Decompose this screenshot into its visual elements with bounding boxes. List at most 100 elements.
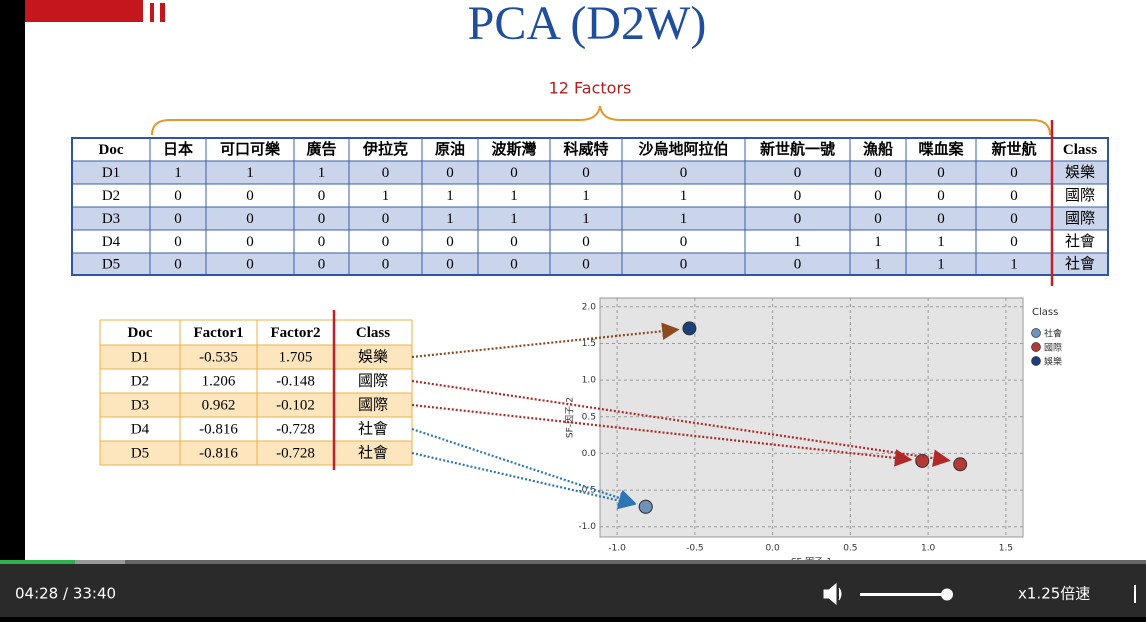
cell-text: -0.816 — [199, 421, 238, 437]
cell-text: 0 — [510, 234, 518, 250]
table-factors: Doc 日本 可口可樂 廣告 伊拉克 原油 波斯灣 科威特 沙烏地阿拉伯 新世航一號 漁船 喋血案 新世… — [71, 137, 1109, 276]
arrow — [411, 322, 680, 359]
point — [953, 457, 968, 472]
y-tick-label: 0.5 — [582, 412, 596, 422]
cell-text: 0.962 — [202, 397, 236, 413]
cell-text: 國際 — [1065, 187, 1095, 204]
cell-text: 0 — [446, 234, 454, 250]
cell-text: 0 — [246, 211, 254, 227]
volume-slider[interactable] — [860, 593, 948, 596]
cell-text: 0 — [382, 165, 390, 181]
volume-button[interactable] — [823, 582, 842, 606]
cell-text: 0 — [446, 165, 454, 181]
cell-text: 0 — [1010, 188, 1018, 204]
cell-text: 0 — [874, 211, 882, 227]
header-cell: Class — [1063, 142, 1097, 158]
header-cell: 新世航一號 — [760, 140, 835, 158]
y-tick-label: 1.0 — [582, 376, 597, 386]
cell-text: 1 — [680, 211, 688, 227]
table-pca: Doc Factor1 Factor2 Class D1 -0.535 1.705 娛樂 D2 1… — [99, 319, 413, 466]
legend-swatch — [1031, 328, 1041, 338]
table-cell — [333, 344, 413, 370]
cell-text: 0 — [937, 211, 945, 227]
point — [638, 499, 653, 514]
progress-track[interactable] — [0, 560, 1146, 564]
table-cell — [99, 368, 181, 394]
cell-text: 0 — [446, 256, 454, 272]
header-cell: 波斯灣 — [491, 140, 536, 158]
cell-text: 0 — [318, 256, 326, 272]
cell-text: 1 — [937, 234, 945, 250]
cell-text: 1 — [680, 188, 688, 204]
table-cell — [333, 416, 413, 442]
x-tick-label: 0.5 — [843, 544, 857, 554]
table-cell — [99, 319, 181, 346]
volume-knob[interactable] — [941, 588, 953, 601]
cell-text: 0 — [246, 256, 254, 272]
cell-text: 1 — [382, 188, 390, 204]
cell-text: 1 — [874, 256, 882, 272]
y-tick-label: 2.0 — [582, 302, 597, 312]
legend-label: 社會 — [1044, 328, 1062, 340]
cell-text: 1 — [446, 188, 454, 204]
cell-text: -0.728 — [276, 445, 315, 461]
cell-text: -0.148 — [276, 373, 315, 389]
table-cell — [333, 368, 413, 394]
header-cell: 科威特 — [563, 140, 608, 158]
cell-text: 1 — [937, 256, 945, 272]
table-cell — [333, 319, 413, 346]
cell-text: 1 — [246, 165, 254, 181]
arrow — [411, 451, 637, 510]
cell-text: 1.206 — [202, 373, 236, 389]
x-tick-label: -0.5 — [686, 544, 704, 554]
cell-text: 社會 — [358, 444, 388, 461]
cell-text: 0 — [246, 234, 254, 250]
cell-text: 1 — [446, 211, 454, 227]
cell-text: 0 — [318, 188, 326, 204]
cell-text: D5 — [131, 445, 149, 461]
cell-text: D4 — [131, 421, 150, 437]
cell-text: -0.816 — [199, 445, 238, 461]
point — [915, 453, 930, 468]
cell-text: 0 — [510, 256, 518, 272]
legend-title: Class — [1032, 307, 1058, 318]
cell-text: 0 — [318, 211, 326, 227]
cell-text: -0.728 — [276, 421, 315, 437]
slide-deco — [160, 3, 165, 22]
cell-text: D1 — [131, 349, 149, 365]
cell-text: -0.535 — [199, 349, 238, 365]
cell-text: D2 — [102, 188, 120, 204]
header-cell: 可口可樂 — [220, 140, 281, 158]
cell-text: D1 — [102, 165, 120, 181]
cell-text: 1 — [318, 165, 326, 181]
arrow — [411, 427, 637, 507]
cell-text: 0 — [794, 188, 802, 204]
header-cell: 漁船 — [863, 140, 893, 158]
cell-text: 0 — [382, 256, 390, 272]
y-tick-label: 0.0 — [582, 449, 597, 459]
speed-button[interactable]: x1.25倍速 — [1018, 585, 1090, 603]
cell-text: 0 — [174, 234, 182, 250]
fullscreen-button[interactable] — [1134, 585, 1136, 603]
table-cell — [179, 368, 258, 394]
legend-label: 國際 — [1044, 342, 1062, 354]
cell-text: 0 — [874, 188, 882, 204]
cell-text: 0 — [1010, 234, 1018, 250]
cell-text: 0 — [794, 165, 802, 181]
arrow — [411, 379, 951, 467]
cell-text: 1 — [794, 234, 802, 250]
cell-text: 社會 — [1065, 233, 1095, 250]
legend-label: 娛樂 — [1044, 356, 1062, 368]
legend-swatch — [1031, 342, 1041, 352]
y-tick-label: -1.0 — [578, 522, 596, 532]
cell-text: 1 — [582, 211, 590, 227]
header-cell: Class — [356, 325, 390, 341]
cell-text: 國際 — [1065, 210, 1095, 227]
scatter-chart: -1.0 -0.5 0.0 0.5 1.0 1.5 -1.0 -0.5 0.0 0.5 1.0 1.5… — [565, 297, 1062, 568]
factors-label: 12 Factors — [549, 79, 632, 98]
header-cell: 喋血案 — [918, 140, 964, 158]
y-tick-label: 1.5 — [582, 339, 596, 349]
arrows — [411, 322, 951, 510]
cell-text: 1 — [510, 211, 518, 227]
